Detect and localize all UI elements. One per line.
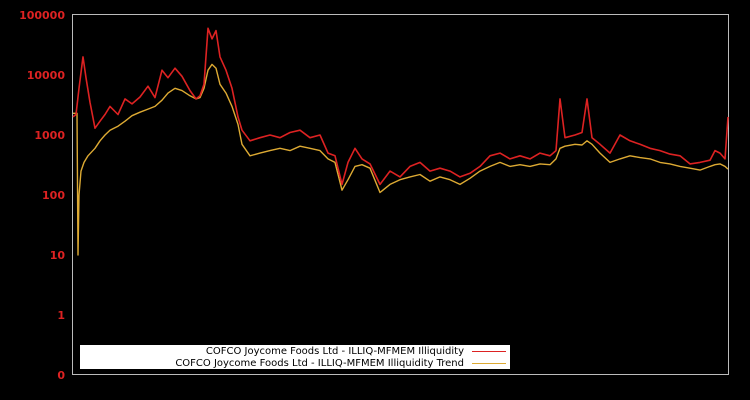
y-tick-label: 100000 [19,9,65,22]
y-tick-label: 100 [42,189,65,202]
y-tick-label: 1000 [34,129,65,142]
legend: COFCO Joycome Foods Ltd - ILLIQ-MFMEM Il… [80,345,510,369]
legend-swatch-red [472,350,506,352]
legend-label: COFCO Joycome Foods Ltd - ILLIQ-MFMEM Il… [175,357,464,369]
plot-frame [72,14,729,375]
legend-item-trend: COFCO Joycome Foods Ltd - ILLIQ-MFMEM Il… [175,357,506,369]
illiquidity-line [72,27,729,186]
legend-item-illiquidity: COFCO Joycome Foods Ltd - ILLIQ-MFMEM Il… [206,345,506,357]
series-layer [72,27,729,256]
y-tick-label: 1 [57,309,65,322]
y-tick-label: 10000 [27,69,66,82]
illiquidity-trend-line [73,63,729,256]
legend-swatch-gold [472,362,506,364]
y-tick-label: 0 [57,369,65,382]
legend-label: COFCO Joycome Foods Ltd - ILLIQ-MFMEM Il… [205,345,464,357]
y-tick-label: 10 [50,249,66,262]
